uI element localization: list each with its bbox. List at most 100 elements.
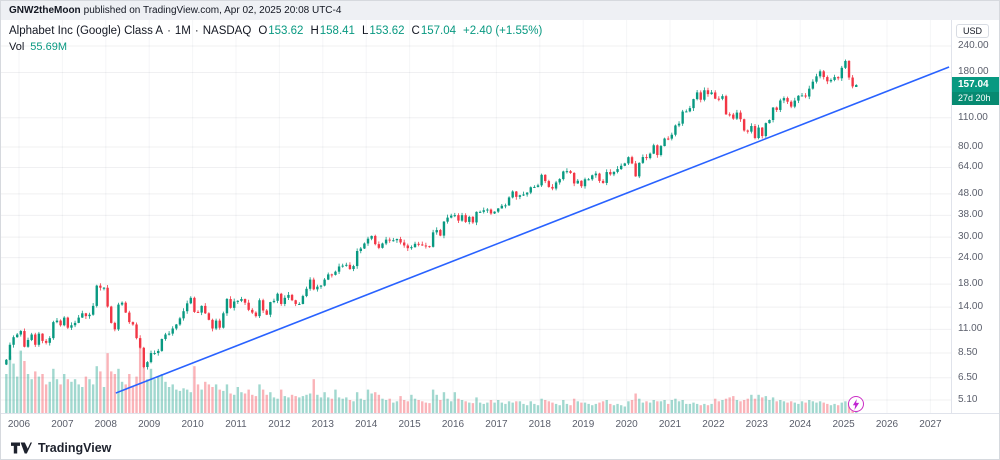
candle xyxy=(742,119,746,131)
candle xyxy=(840,67,843,79)
candle xyxy=(572,172,576,184)
volume-bar xyxy=(435,394,438,413)
lightning-icon[interactable] xyxy=(848,396,864,412)
volume-bar xyxy=(149,368,153,413)
volume-bar xyxy=(128,374,131,413)
candle xyxy=(110,306,113,323)
candle xyxy=(207,313,211,320)
candle xyxy=(247,302,250,310)
currency-label[interactable]: USD xyxy=(956,24,990,38)
symbol-title[interactable]: Alphabet Inc (Google) Class A xyxy=(9,25,164,37)
last-price-badge: 157.04 27d 20h xyxy=(952,76,999,105)
candle xyxy=(99,285,102,288)
volume-bar xyxy=(138,348,142,413)
candle xyxy=(19,331,23,335)
candle xyxy=(771,107,775,120)
volume-bar xyxy=(598,402,601,413)
candle xyxy=(761,127,764,137)
volume-bar xyxy=(84,376,88,413)
candle xyxy=(395,238,399,241)
candle xyxy=(504,205,507,207)
volume-bar xyxy=(218,389,221,413)
candle xyxy=(681,111,684,124)
candle xyxy=(529,187,532,193)
candle xyxy=(30,334,33,340)
tradingview-wordmark[interactable]: TradingView xyxy=(38,440,112,455)
volume-bar xyxy=(656,401,659,413)
volume-bar xyxy=(395,401,399,413)
volume-bar xyxy=(19,350,23,413)
candle xyxy=(232,301,236,308)
candle xyxy=(619,165,623,170)
volume-bar xyxy=(370,393,373,413)
candle xyxy=(178,318,182,325)
time-axis[interactable]: 2006 2007 2008 2009 2010 2011 2012 2013 2014 2015… xyxy=(1,413,999,434)
volume-bar xyxy=(627,401,630,413)
candle xyxy=(457,215,460,221)
price-axis-label: 24.00 xyxy=(958,251,984,263)
candle xyxy=(66,317,70,328)
candle xyxy=(811,81,815,89)
volume-bar xyxy=(232,394,236,413)
price-chart-canvas[interactable] xyxy=(1,20,951,413)
price-axis[interactable]: USD 157.04 27d 20h 240.00 180.00 110.00 80.… xyxy=(951,20,999,413)
candle xyxy=(431,232,435,247)
candle xyxy=(739,112,742,120)
price-axis-label: 48.00 xyxy=(958,187,984,199)
candle xyxy=(435,230,438,233)
volume-bar xyxy=(102,387,106,413)
volume-bar xyxy=(717,401,721,413)
volume-bar xyxy=(117,368,120,413)
year-axis-label: 2021 xyxy=(658,419,682,430)
candle xyxy=(363,243,366,249)
volume-bar xyxy=(497,400,500,413)
volume-bar xyxy=(204,381,207,413)
candle xyxy=(113,322,117,330)
interval-label[interactable]: 1M xyxy=(174,25,191,37)
candle xyxy=(641,157,645,163)
volume-bar xyxy=(160,374,164,413)
volume-bar xyxy=(178,390,182,413)
volume-bar xyxy=(327,397,330,413)
volume-bar xyxy=(131,387,135,413)
exchange-label: NASDAQ xyxy=(202,25,252,37)
candle xyxy=(44,340,48,343)
price-axis-label: 30.00 xyxy=(958,231,984,243)
volume-bar xyxy=(48,381,51,413)
candle xyxy=(258,300,261,317)
candle xyxy=(381,243,384,248)
candle xyxy=(449,215,453,218)
volume-bar xyxy=(638,398,641,413)
candle xyxy=(305,288,308,297)
candle xyxy=(732,114,735,119)
candle xyxy=(330,274,334,276)
candle xyxy=(677,123,681,126)
volume-bar xyxy=(211,387,214,413)
volume-bar xyxy=(779,400,782,413)
chart-plot-area[interactable] xyxy=(1,20,951,413)
volume-bar xyxy=(5,374,8,413)
candle xyxy=(800,95,804,97)
year-axis-label: 2008 xyxy=(94,419,117,430)
volume-label[interactable]: Vol xyxy=(9,41,25,53)
price-axis-label: 80.00 xyxy=(958,140,984,152)
volume-bar xyxy=(15,376,19,413)
tradingview-logo-icon[interactable] xyxy=(11,441,32,455)
volume-bar xyxy=(750,394,753,413)
trendline[interactable] xyxy=(115,66,950,394)
close-value: 157.04 xyxy=(420,25,457,37)
volume-bar xyxy=(786,402,789,413)
volume-bar xyxy=(225,384,229,413)
candle xyxy=(789,101,793,107)
candle xyxy=(345,264,348,266)
volume-bar xyxy=(670,400,674,413)
candle xyxy=(829,79,833,82)
candle xyxy=(714,92,717,99)
volume-bar xyxy=(113,374,117,413)
candle xyxy=(576,180,579,184)
volume-bar xyxy=(142,363,145,413)
volume-bar xyxy=(714,398,717,413)
candle xyxy=(558,179,561,183)
volume-bar xyxy=(677,401,681,413)
volume-bar xyxy=(449,401,453,413)
